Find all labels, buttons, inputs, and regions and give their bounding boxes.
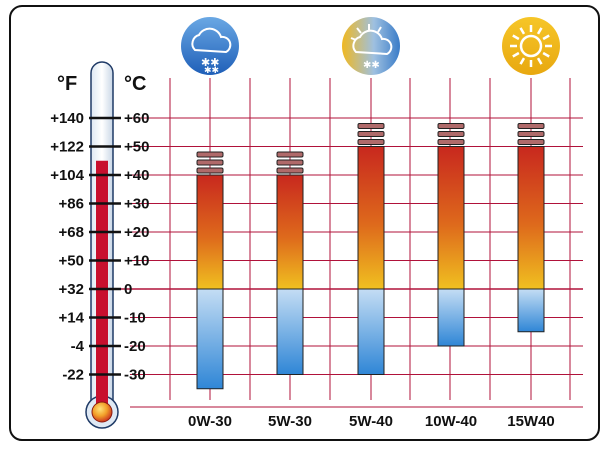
category-label: 10W-40	[425, 413, 477, 430]
svg-text:✱✱: ✱✱	[204, 66, 219, 76]
celsius-tick-label: +50	[124, 139, 149, 156]
celsius-tick-label: +40	[124, 167, 149, 184]
fahrenheit-tick-label: +14	[59, 310, 85, 327]
snow-sun-cloud-icon: ✱✱	[342, 17, 400, 75]
bar-cap	[517, 123, 545, 129]
cold-bar	[196, 288, 224, 390]
snow-cloud-icon: ✱✱ ✱✱	[181, 17, 239, 76]
category-label: 5W-30	[268, 413, 312, 430]
bar-cap	[276, 159, 304, 166]
hot-bar	[276, 174, 304, 290]
bar-cap	[517, 139, 545, 145]
celsius-tick-label: -30	[124, 367, 146, 384]
cold-bar	[437, 288, 465, 347]
celsius-tick-label: +60	[124, 110, 149, 127]
celsius-tick-label: +20	[124, 224, 149, 241]
celsius-tick-label: -20	[124, 338, 146, 355]
category-label: 0W-30	[188, 413, 232, 430]
celsius-tick-label: 0	[124, 281, 132, 298]
hot-bar	[196, 174, 224, 290]
category-label: 5W-40	[349, 413, 393, 430]
svg-text:✱✱: ✱✱	[201, 56, 219, 69]
thermometer-bulb	[91, 401, 113, 423]
fahrenheit-tick-label: -22	[62, 367, 84, 384]
fahrenheit-tick-label: +140	[50, 110, 84, 127]
axis-ticks: +140 +60+122 +50+104 +40+86 +30+68 +20+50 +10+…	[50, 110, 149, 384]
bar-cap	[276, 167, 304, 174]
fahrenheit-tick-label: -4	[71, 338, 85, 355]
fahrenheit-tick-label: +122	[50, 139, 84, 156]
bar-cap	[276, 151, 304, 158]
bar-cap	[357, 139, 385, 145]
fahrenheit-tick-label: +104	[50, 167, 84, 184]
fahrenheit-tick-label: +86	[59, 196, 84, 213]
thermometer-mercury	[96, 160, 108, 405]
celsius-tick-label: +30	[124, 196, 149, 213]
celsius-tick-label: +10	[124, 253, 149, 270]
fahrenheit-tick-label: +68	[59, 224, 84, 241]
bar-cap	[357, 123, 385, 129]
bar-cap	[437, 131, 465, 137]
bar-cap	[437, 139, 465, 145]
bar-cap	[357, 131, 385, 137]
bar-cap	[437, 123, 465, 129]
bar-cap	[517, 131, 545, 137]
hot-bar	[357, 146, 385, 290]
thermometer	[85, 61, 119, 429]
fahrenheit-tick-label: +50	[59, 253, 84, 270]
bar-cap	[196, 167, 224, 174]
bars: 0W-30 5W-30 5W-40 10W-40 15W40	[188, 123, 555, 430]
svg-text:✱✱: ✱✱	[363, 60, 380, 71]
fahrenheit-axis-label: °F	[57, 73, 77, 95]
sun-icon	[502, 17, 560, 75]
hot-bar	[437, 146, 465, 290]
celsius-axis-label: °C	[124, 73, 146, 95]
celsius-tick-label: -10	[124, 310, 146, 327]
cold-bar	[517, 288, 545, 333]
bar-cap	[196, 151, 224, 158]
cold-bar	[276, 288, 304, 375]
hot-bar	[517, 146, 545, 290]
fahrenheit-tick-label: +32	[59, 281, 84, 298]
bar-cap	[196, 159, 224, 166]
cold-bar	[357, 288, 385, 375]
category-label: 15W40	[507, 413, 555, 430]
